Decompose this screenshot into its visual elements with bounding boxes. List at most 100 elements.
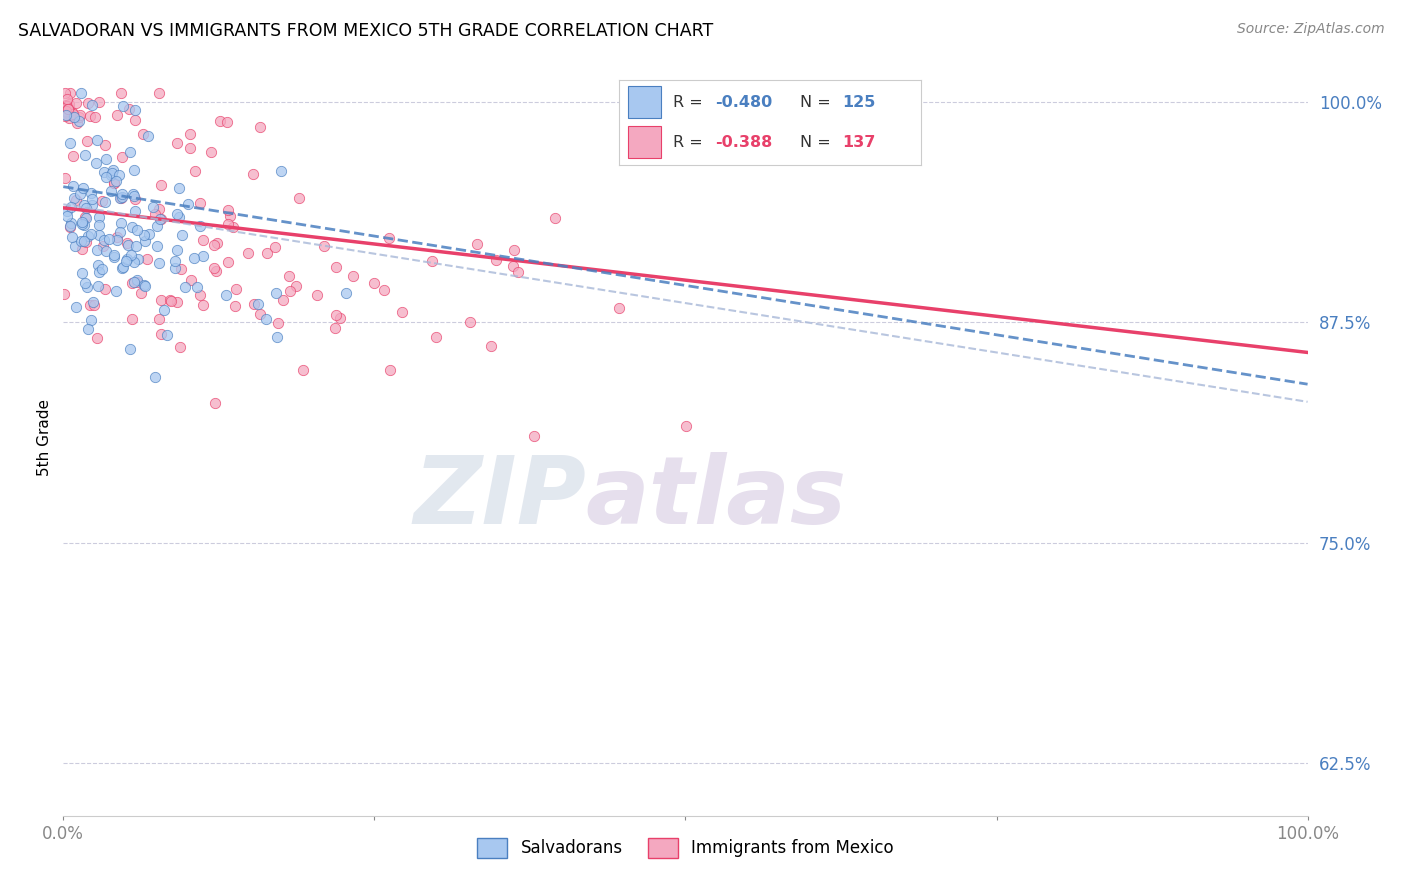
Point <box>425 329 447 343</box>
Point <box>94 137 117 152</box>
Point <box>215 115 238 129</box>
Point <box>205 236 228 251</box>
Point <box>249 307 271 321</box>
Point <box>59 136 82 150</box>
Point <box>149 293 172 307</box>
Point <box>110 191 132 205</box>
Point <box>86 243 108 257</box>
Point <box>523 428 546 442</box>
Point <box>104 284 127 298</box>
Point <box>62 179 84 194</box>
Point <box>150 326 173 341</box>
Point <box>225 283 247 297</box>
Point <box>134 234 156 248</box>
Point <box>115 235 138 250</box>
Point <box>127 252 149 267</box>
Point <box>55 103 77 118</box>
Point <box>121 312 143 326</box>
Point <box>131 286 153 301</box>
Point <box>103 250 125 264</box>
Point <box>335 286 357 301</box>
Point <box>110 216 132 230</box>
Point <box>94 244 117 258</box>
Point <box>314 238 336 252</box>
Point <box>80 197 103 211</box>
Point <box>145 369 167 384</box>
Point <box>166 207 188 221</box>
Point <box>66 115 89 129</box>
Point <box>53 170 76 185</box>
Point <box>166 295 188 310</box>
Point <box>75 148 97 162</box>
Point <box>167 210 190 224</box>
Point <box>458 315 481 329</box>
Point <box>58 219 80 234</box>
Point <box>136 252 159 267</box>
Point <box>125 239 148 253</box>
Point <box>65 193 87 207</box>
Point <box>55 103 77 117</box>
Point <box>79 109 101 123</box>
Point <box>59 219 82 234</box>
Point <box>148 312 170 326</box>
Text: -0.480: -0.480 <box>716 95 773 110</box>
Point <box>73 234 96 248</box>
Point <box>143 207 166 221</box>
Point <box>67 114 90 128</box>
Point <box>56 204 79 219</box>
Point <box>485 253 508 268</box>
Point <box>183 251 205 265</box>
Point <box>191 249 214 263</box>
Point <box>100 168 122 182</box>
Point <box>80 192 103 206</box>
Point <box>420 253 443 268</box>
Point <box>156 328 179 343</box>
Point <box>110 190 132 204</box>
Point <box>63 110 86 124</box>
Text: 125: 125 <box>842 95 876 110</box>
Point <box>190 287 212 301</box>
Point <box>60 105 83 120</box>
Point <box>67 111 90 125</box>
Point <box>204 395 226 409</box>
Point <box>86 331 108 345</box>
Point <box>93 233 115 247</box>
Point <box>136 128 159 143</box>
Point <box>160 293 183 308</box>
Point <box>90 194 112 208</box>
Point <box>118 145 141 159</box>
Point <box>146 238 169 252</box>
Point <box>120 248 142 262</box>
Point <box>191 298 214 312</box>
Point <box>56 99 79 113</box>
Point <box>236 245 259 260</box>
Point <box>80 98 103 112</box>
Point <box>65 95 87 110</box>
Point <box>55 108 77 122</box>
Legend: Salvadorans, Immigrants from Mexico: Salvadorans, Immigrants from Mexico <box>471 831 900 864</box>
Point <box>108 168 131 182</box>
Point <box>83 298 105 312</box>
Point <box>56 100 79 114</box>
Point <box>94 195 117 210</box>
Point <box>98 232 121 246</box>
Point <box>72 217 94 231</box>
Point <box>76 279 98 293</box>
Point <box>103 248 125 262</box>
Point <box>73 276 96 290</box>
Point <box>219 210 242 224</box>
Point <box>125 223 148 237</box>
Point <box>58 102 80 116</box>
Point <box>141 200 163 214</box>
Point <box>270 164 292 178</box>
Point <box>69 107 91 121</box>
Point <box>75 201 97 215</box>
Point <box>148 202 170 217</box>
Point <box>117 252 139 266</box>
Point <box>120 343 142 357</box>
Point <box>87 210 110 224</box>
Point <box>325 308 347 322</box>
Point <box>70 242 93 256</box>
Point <box>166 243 188 257</box>
Point <box>502 259 524 273</box>
